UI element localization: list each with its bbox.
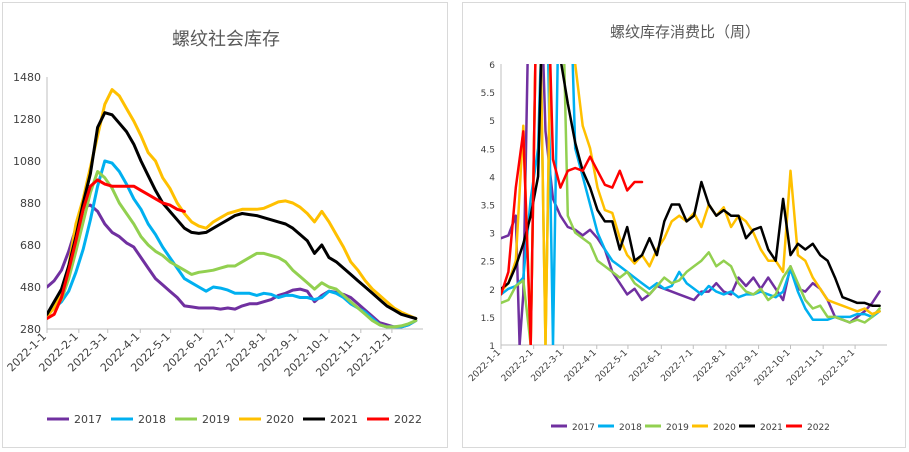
legend-label-2021: 2021 bbox=[760, 423, 783, 433]
y-tick-label: 6 bbox=[489, 61, 495, 71]
x-tick-label: 2022-8-1 bbox=[692, 348, 728, 384]
y-tick-label: 1.5 bbox=[481, 314, 495, 324]
series-line-2021 bbox=[501, 64, 881, 307]
y-tick-label: 880 bbox=[20, 197, 41, 210]
plot-area bbox=[501, 64, 881, 345]
chart-title: 螺纹社会库存 bbox=[172, 29, 280, 50]
series-line-2019 bbox=[501, 64, 881, 345]
series-line-2022 bbox=[47, 178, 186, 320]
series-line-2020 bbox=[47, 88, 418, 320]
series-line-2020 bbox=[501, 64, 881, 345]
legend-label-2018: 2018 bbox=[619, 423, 642, 433]
x-tick-label: 2022-4-1 bbox=[563, 348, 599, 384]
y-tick-label: 280 bbox=[20, 323, 41, 336]
y-tick-label: 1080 bbox=[13, 155, 41, 168]
series-line-2017 bbox=[47, 203, 418, 329]
series-line-2018 bbox=[47, 159, 418, 329]
legend-label-2019: 2019 bbox=[202, 413, 230, 426]
series-line-2018 bbox=[501, 64, 881, 345]
legend-label-2020: 2020 bbox=[266, 413, 294, 426]
legend-label-2018: 2018 bbox=[138, 413, 166, 426]
y-tick-label: 680 bbox=[20, 239, 41, 252]
series-line-2021 bbox=[47, 111, 418, 320]
y-tick-label: 1480 bbox=[13, 71, 41, 84]
legend-label-2022: 2022 bbox=[807, 423, 830, 433]
x-tick-label: 2022-3-1 bbox=[530, 348, 566, 384]
y-tick-label: 4.5 bbox=[481, 145, 495, 155]
y-tick-label: 1280 bbox=[13, 113, 41, 126]
chart-title: 螺纹库存消费比（周） bbox=[610, 23, 760, 41]
chart-left: 螺纹社会库存2804806808801080128014802022-1-120… bbox=[5, 29, 423, 426]
chart-right: 螺纹库存消费比（周） 1 1.5 2 2.5 3 3.5 4 4.5 5 5.5 6 2022-1-1 2… bbox=[467, 23, 887, 433]
y-tick-label: 3.5 bbox=[481, 202, 495, 212]
legend-label-2019: 2019 bbox=[666, 423, 689, 433]
chart-panel-right: 螺纹库存消费比（周） 1 1.5 2 2.5 3 3.5 4 4.5 5 5.5 6 2022-1-1 2… bbox=[462, 2, 906, 448]
legend-label-2017: 2017 bbox=[572, 423, 595, 433]
series-line-2022 bbox=[501, 64, 644, 345]
y-tick-label: 5.5 bbox=[481, 89, 495, 99]
legend-label-2022: 2022 bbox=[394, 413, 422, 426]
x-tick-label: 2022-1-1 bbox=[467, 348, 503, 384]
x-tick-label: 2022-7-1 bbox=[659, 348, 695, 384]
legend-label-2020: 2020 bbox=[713, 423, 736, 433]
x-tick-label: 2022-5-1 bbox=[594, 348, 630, 384]
chart-panel-left: 螺纹社会库存 280 480 680 880 1080 1280 1480 2022-1-1 20… bbox=[2, 2, 448, 448]
y-tick-label: 480 bbox=[20, 281, 41, 294]
x-tick-label: 2022-6-1 bbox=[627, 348, 663, 384]
series-line-2019 bbox=[47, 170, 418, 329]
legend-label-2017: 2017 bbox=[74, 413, 102, 426]
plot-area bbox=[47, 88, 418, 329]
legend-label-2021: 2021 bbox=[330, 413, 358, 426]
y-tick-label: 4 bbox=[489, 173, 495, 183]
y-tick-label: 1 bbox=[489, 342, 495, 352]
series-line-2017 bbox=[501, 64, 881, 345]
y-tick-label: 3 bbox=[489, 230, 495, 240]
y-tick-label: 5 bbox=[489, 117, 495, 127]
y-tick-label: 2 bbox=[489, 286, 495, 296]
y-tick-label: 2.5 bbox=[481, 258, 495, 268]
